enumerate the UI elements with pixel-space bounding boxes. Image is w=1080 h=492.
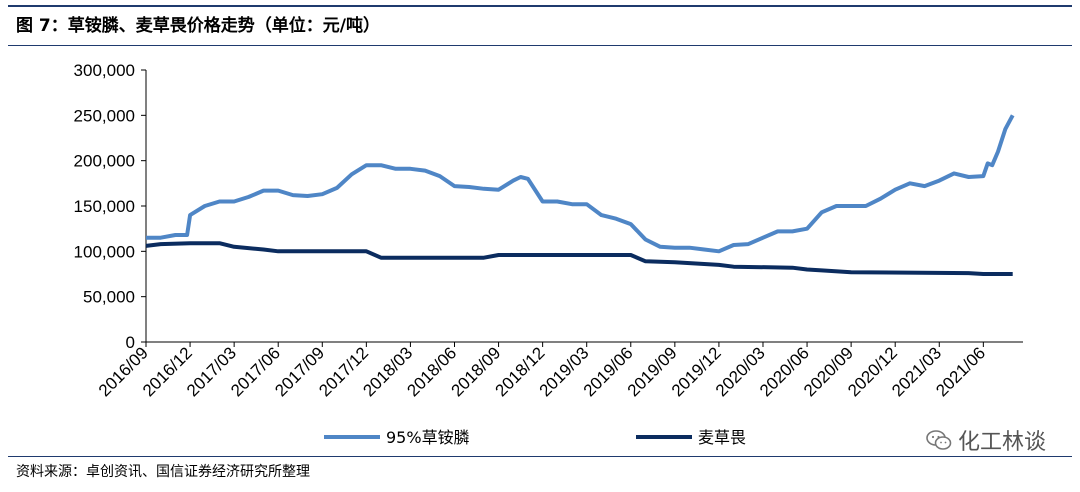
watermark: 化工林谈 [926, 424, 1046, 456]
bottom-rule [8, 456, 1072, 457]
chart-lines [145, 114, 1015, 276]
legend-label: 95%草铵膦 [386, 428, 470, 447]
chart-axes: 0 50,000 100,000 150,000 200,000 250,000 300,0… [74, 61, 1023, 400]
x-tick-label: 2021/06 [932, 343, 989, 400]
y-tick-label: 200,000 [74, 152, 135, 171]
top-rule [8, 5, 1072, 7]
source-note: 资料来源：卓创资讯、国信证券经济研究所整理 [16, 464, 310, 480]
legend-label: 麦草畏 [698, 428, 746, 447]
chart-legend: 95%草铵膦 麦草畏 [324, 428, 746, 447]
title-rule [8, 45, 1072, 46]
watermark-text: 化工林谈 [957, 430, 1046, 455]
y-tick-label: 300,000 [74, 61, 135, 80]
y-tick-label: 250,000 [74, 106, 135, 125]
series-line-dicamba [145, 241, 1013, 276]
wechat-icon [926, 430, 952, 450]
figure-title: 图 7：草铵膦、麦草畏价格走势（单位：元/吨） [16, 16, 380, 36]
y-tick-label: 100,000 [74, 242, 135, 261]
y-tick-label: 0 [126, 333, 135, 352]
y-tick-label: 50,000 [83, 288, 135, 307]
series-line-glufosinate [146, 114, 1015, 254]
y-tick-label: 150,000 [74, 197, 135, 216]
